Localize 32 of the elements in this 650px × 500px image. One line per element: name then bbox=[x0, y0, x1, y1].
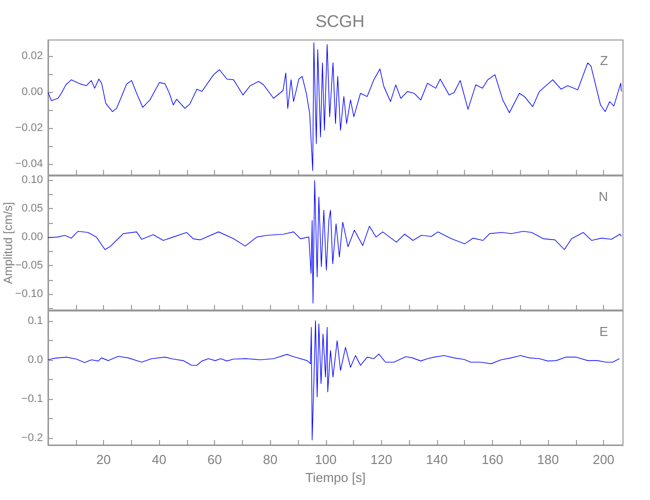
y-tick-label: 0.0 bbox=[28, 354, 43, 366]
y-tick-label: 0.00 bbox=[22, 86, 43, 98]
x-tick-label: 140 bbox=[426, 452, 448, 467]
x-tick-label: 200 bbox=[592, 452, 614, 467]
x-axis-title: Tiempo [s] bbox=[305, 470, 366, 485]
y-tick-label: −0.10 bbox=[15, 288, 43, 300]
chart-title: SCGH bbox=[315, 12, 365, 31]
y-tick-label: −0.04 bbox=[15, 158, 43, 170]
y-tick-label: −0.1 bbox=[21, 392, 43, 405]
line-series bbox=[48, 42, 622, 172]
y-tick-label: 0.10 bbox=[22, 174, 43, 186]
x-tick-label: 160 bbox=[482, 452, 504, 467]
x-tick-label: 100 bbox=[314, 452, 337, 467]
y-tick-label: −0.05 bbox=[15, 260, 43, 272]
annotation: N bbox=[598, 189, 608, 204]
y-tick-label: −0.02 bbox=[15, 122, 43, 134]
line-series bbox=[48, 320, 620, 440]
y-axis-title: Amplitud [cm/s] bbox=[1, 202, 15, 284]
x-tick-label: 80 bbox=[262, 452, 278, 467]
x-tick-label: 180 bbox=[537, 452, 559, 467]
y-tick-label: 0.05 bbox=[22, 202, 43, 214]
x-tick-label: 20 bbox=[96, 452, 111, 467]
annotation: Z bbox=[600, 53, 608, 68]
y-tick-label: 0.1 bbox=[28, 314, 43, 327]
y-tick-label: −0.2 bbox=[21, 432, 43, 444]
y-tick-label: 0.02 bbox=[22, 50, 43, 62]
line-series bbox=[48, 180, 622, 304]
x-tick-label: 40 bbox=[152, 452, 166, 467]
x-tick-label: 120 bbox=[370, 452, 392, 467]
annotation: E bbox=[599, 324, 608, 339]
x-tick-label: 60 bbox=[207, 452, 222, 467]
y-tick-label: 0.00 bbox=[22, 231, 43, 244]
